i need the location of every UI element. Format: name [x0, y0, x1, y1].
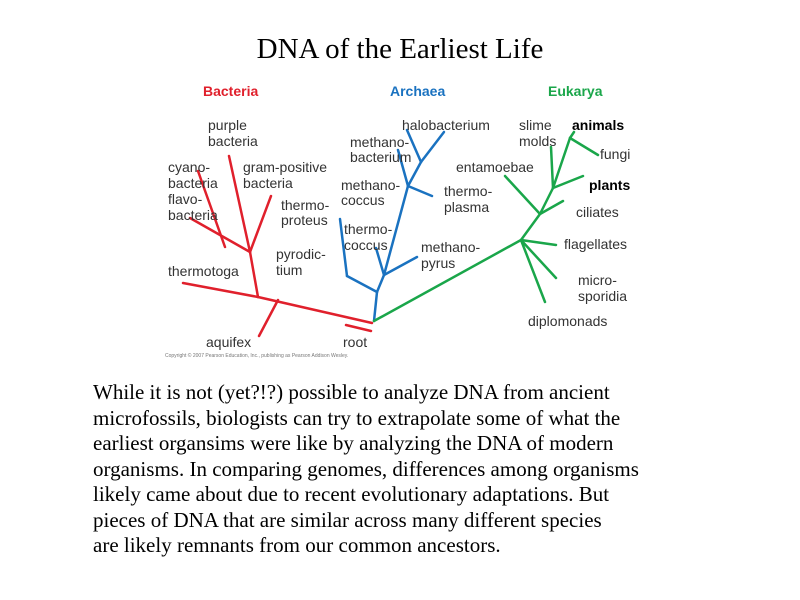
archaea-branches [338, 128, 446, 323]
label-purple-bacteria-1: purple [208, 117, 247, 133]
label-purple-bacteria-2: bacteria [208, 133, 258, 149]
label-flagellates: flagellates [564, 236, 627, 252]
slide-title: DNA of the Earliest Life [256, 33, 544, 65]
label-methanococcus-2: coccus [341, 192, 385, 208]
paragraph-line: are likely remnants from our common ance… [93, 533, 501, 557]
label-animals: animals [572, 117, 624, 133]
bacteria-branches [181, 154, 374, 338]
group-label-eukarya: Eukarya [548, 83, 603, 99]
label-gram-positive-1: gram-positive [243, 159, 327, 175]
label-cyanobacteria-1: cyano- [168, 159, 210, 175]
label-root: root [343, 334, 367, 350]
label-microsporidia-2: sporidia [578, 288, 627, 304]
label-thermococcus-2: coccus [344, 237, 388, 253]
label-methanobacterium-2: bacterium [350, 149, 411, 165]
label-flavobacteria-1: flavo- [168, 191, 203, 207]
label-cyanobacteria-2: bacteria [168, 175, 218, 191]
label-thermoproteus-1: thermo- [281, 197, 330, 213]
label-thermococcus-1: thermo- [344, 221, 393, 237]
paragraph-line: organisms. In comparing genomes, differe… [93, 456, 639, 481]
paragraph-line: While it is not (yet?!?) possible to ana… [93, 380, 610, 404]
label-pyrodictium-1: pyrodic- [276, 246, 326, 262]
eukarya-branches [372, 130, 600, 323]
label-halobacterium: halobacterium [402, 117, 490, 133]
copyright-notice: Copyright © 2007 Pearson Education, Inc.… [165, 352, 348, 359]
label-entamoebae: entamoebae [456, 159, 534, 175]
label-methanopyrus-2: pyrus [421, 255, 455, 271]
label-fungi: fungi [600, 146, 630, 162]
paragraph-line: pieces of DNA that are similar across ma… [93, 507, 602, 532]
paragraph-line: microfossils, biologists can try to extr… [93, 405, 621, 430]
label-slime-molds-2: molds [519, 133, 556, 149]
group-label-archaea: Archaea [390, 83, 445, 99]
label-thermoplasma-1: thermo- [444, 183, 493, 199]
label-thermotoga: thermotoga [168, 263, 239, 279]
label-methanococcus-1: methano- [341, 177, 400, 193]
paragraph-line: likely came about due to recent evolutio… [93, 482, 610, 506]
label-ciliates: ciliates [576, 204, 619, 220]
label-thermoproteus-2: proteus [281, 212, 328, 228]
group-label-bacteria: Bacteria [203, 83, 258, 99]
label-methanopyrus-1: methano- [421, 239, 480, 255]
label-slime-molds-1: slime [519, 117, 552, 133]
label-plants: plants [589, 177, 630, 193]
explanation-paragraph: While it is not (yet?!?) possible to ana… [93, 380, 783, 559]
label-aquifex: aquifex [206, 334, 251, 350]
label-thermoplasma-2: plasma [444, 199, 489, 215]
label-gram-positive-2: bacteria [243, 175, 293, 191]
label-methanobacterium-1: methano- [350, 134, 409, 150]
label-microsporidia-1: micro- [578, 272, 617, 288]
paragraph-line: earliest organsims were like by analyzin… [93, 431, 614, 455]
phylogenetic-tree: Bacteria Archaea Eukarya purple bacteria… [165, 83, 630, 359]
label-flavobacteria-2: bacteria [168, 207, 218, 223]
label-pyrodictium-2: tium [276, 262, 302, 278]
label-diplomonads: diplomonads [528, 313, 607, 329]
